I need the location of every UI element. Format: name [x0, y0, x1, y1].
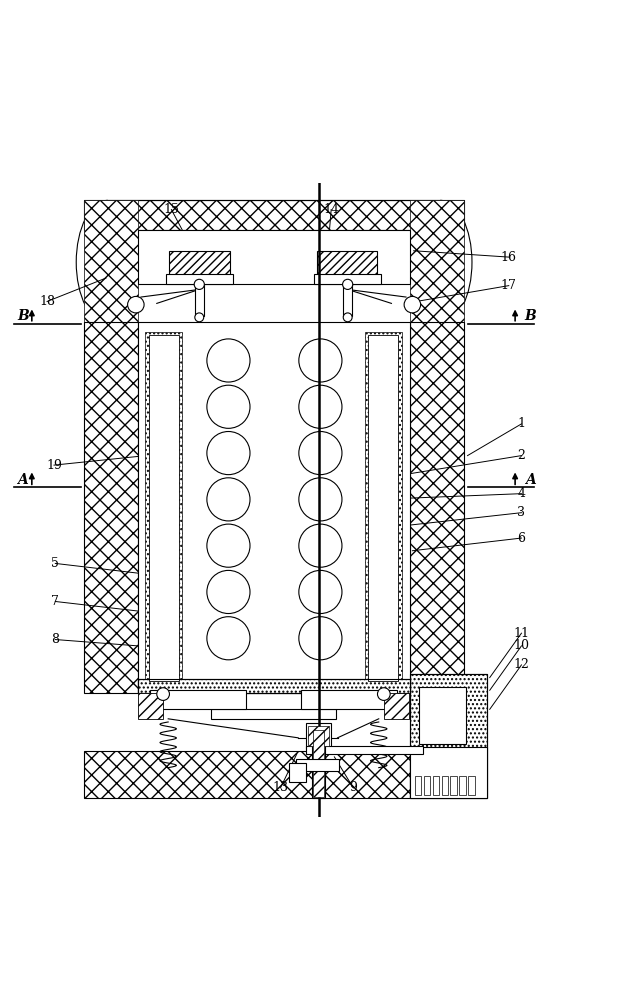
Circle shape: [299, 385, 342, 428]
Circle shape: [314, 732, 323, 741]
Text: 16: 16: [501, 251, 517, 264]
Bar: [410, 674, 487, 798]
Bar: [365, 332, 401, 684]
Bar: [138, 679, 410, 693]
Circle shape: [207, 570, 250, 614]
Bar: [306, 723, 331, 749]
Bar: [312, 728, 325, 798]
Bar: [317, 251, 378, 275]
Bar: [289, 763, 306, 782]
Bar: [415, 776, 421, 795]
Circle shape: [299, 617, 342, 660]
Circle shape: [207, 339, 250, 382]
Bar: [459, 776, 466, 795]
Circle shape: [207, 617, 250, 660]
Text: 2: 2: [517, 449, 526, 462]
Circle shape: [309, 727, 328, 746]
Bar: [343, 284, 352, 316]
Circle shape: [207, 478, 250, 521]
Bar: [150, 690, 246, 709]
Bar: [84, 200, 464, 230]
Text: A: A: [17, 473, 28, 487]
Text: B: B: [525, 309, 536, 323]
Text: B: B: [17, 309, 29, 323]
Circle shape: [404, 296, 420, 313]
Bar: [410, 747, 487, 798]
Text: 17: 17: [501, 279, 517, 292]
Bar: [306, 746, 423, 754]
Text: 5: 5: [52, 557, 59, 570]
Bar: [138, 322, 410, 693]
Text: 4: 4: [517, 487, 526, 500]
Text: 19: 19: [46, 459, 62, 472]
Bar: [145, 332, 182, 684]
Bar: [384, 693, 409, 719]
Bar: [424, 776, 430, 795]
Bar: [410, 322, 464, 693]
Circle shape: [299, 478, 342, 521]
Text: 10: 10: [513, 639, 529, 652]
Text: 13: 13: [273, 781, 289, 794]
Bar: [368, 335, 398, 681]
Circle shape: [157, 688, 169, 700]
Circle shape: [207, 524, 250, 567]
Bar: [138, 679, 410, 693]
Bar: [410, 674, 487, 798]
Circle shape: [195, 313, 204, 322]
Circle shape: [194, 279, 204, 289]
Bar: [410, 200, 464, 324]
Bar: [308, 726, 329, 746]
Text: 8: 8: [52, 633, 59, 646]
Text: 11: 11: [513, 627, 529, 640]
Bar: [419, 687, 466, 744]
Text: 3: 3: [517, 506, 526, 519]
Bar: [314, 274, 381, 284]
Bar: [138, 230, 410, 284]
Bar: [195, 284, 204, 316]
Bar: [441, 776, 448, 795]
Bar: [211, 709, 336, 719]
Text: 18: 18: [39, 295, 55, 308]
Bar: [84, 322, 138, 693]
Circle shape: [343, 313, 352, 322]
Circle shape: [343, 279, 353, 289]
Text: 12: 12: [513, 658, 529, 671]
Bar: [169, 251, 230, 275]
Circle shape: [299, 339, 342, 382]
Circle shape: [378, 688, 390, 700]
Bar: [301, 690, 396, 709]
Text: 15: 15: [164, 203, 179, 216]
Text: A: A: [525, 473, 535, 487]
Bar: [296, 759, 340, 771]
Bar: [468, 776, 475, 795]
Text: 7: 7: [52, 595, 59, 608]
Bar: [148, 335, 179, 681]
Text: 1: 1: [517, 417, 526, 430]
Bar: [84, 751, 410, 798]
Text: 9: 9: [350, 781, 357, 794]
Bar: [313, 730, 324, 797]
Text: 14: 14: [323, 203, 339, 216]
Circle shape: [207, 385, 250, 428]
Circle shape: [207, 432, 250, 475]
Circle shape: [299, 524, 342, 567]
Text: 6: 6: [517, 532, 526, 545]
Bar: [84, 200, 138, 324]
Bar: [166, 274, 233, 284]
Circle shape: [299, 570, 342, 614]
Bar: [450, 776, 457, 795]
Circle shape: [299, 432, 342, 475]
Bar: [138, 693, 163, 719]
Circle shape: [127, 296, 144, 313]
Bar: [433, 776, 439, 795]
